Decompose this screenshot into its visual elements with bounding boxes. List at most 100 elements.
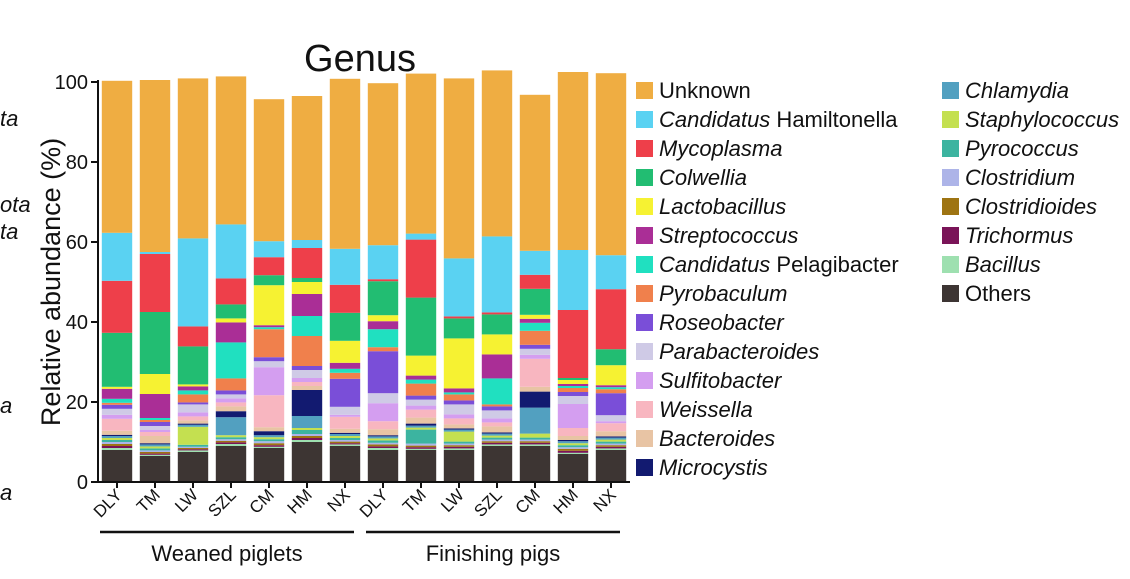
bar-segment-candidatus-hamiltonella-0: [101, 232, 133, 281]
bar-segment-weissella-4: [253, 395, 285, 428]
bar-segment-streptococcus-9: [443, 388, 475, 393]
bar-segment-candidatus-hamiltonella-10: [481, 236, 513, 313]
bar-segment-bacteroides-13: [595, 431, 627, 437]
axes-layer: 0 20 40 60 80 100: [55, 72, 630, 494]
bar-segment-parabacteroides-7: [367, 393, 399, 404]
group-label-0: Weaned piglets: [151, 541, 302, 566]
bar-segment-others-0: [101, 450, 133, 482]
y-tick-label-100: 100: [55, 72, 88, 94]
legend-label: Trichormus: [965, 222, 1074, 248]
bar-segment-chlamydia-13: [595, 437, 627, 440]
legend-item-roseobacter: Roseobacter: [636, 308, 899, 337]
bar-segment-parabacteroides-5: [291, 370, 323, 378]
bar-segment-unknown-3: [215, 76, 247, 225]
cutoff-label-3: ta: [0, 219, 19, 244]
legend-label: Clostridioides: [965, 193, 1098, 219]
legend-label: Lactobacillus: [659, 193, 787, 219]
bar-segment-colwellia-1: [139, 312, 171, 374]
legend-swatch: [636, 372, 653, 389]
bar-segment-colwellia-5: [291, 278, 323, 282]
bar-segment-mycoplasma-0: [101, 280, 133, 333]
bar-segment-clostridioides-11: [519, 441, 551, 443]
bar-segment-lactobacillus-2: [177, 384, 209, 387]
bar-segment-others-12: [557, 454, 589, 482]
bar-segment-candidatus-pelagibacter-10: [481, 378, 513, 405]
bar-segment-bacteroides-5: [291, 386, 323, 390]
bar-segment-colwellia-4: [253, 275, 285, 286]
bar-segment-lactobacillus-4: [253, 285, 285, 326]
bar-segment-streptococcus-6: [329, 362, 361, 369]
bar-segment-parabacteroides-9: [443, 404, 475, 415]
bar-segment-trichormus-1: [139, 453, 171, 455]
bar-segment-candidatus-pelagibacter-13: [595, 387, 627, 390]
bar-segment-parabacteroides-0: [101, 408, 133, 415]
bar-segment-bacteroides-9: [443, 424, 475, 429]
bar-segment-microcystis-12: [557, 440, 589, 442]
bar-segment-bacteroides-7: [367, 429, 399, 436]
bar-segment-colwellia-10: [481, 314, 513, 335]
bar-segment-roseobacter-11: [519, 344, 551, 349]
bar-segment-streptococcus-4: [253, 325, 285, 328]
bar-segment-bacillus-7: [367, 448, 399, 450]
bar-segment-unknown-6: [329, 78, 361, 249]
bar-segment-others-10: [481, 446, 513, 482]
bar-segment-colwellia-0: [101, 332, 133, 387]
bar-segment-pyrobaculum-11: [519, 330, 551, 345]
bar-segment-microcystis-10: [481, 432, 513, 434]
bar-segment-unknown-9: [443, 78, 475, 259]
bar-segment-staphylococcus-1: [139, 446, 171, 449]
x-tick-label-12: HM: [550, 485, 582, 517]
legend-item-unknown: Unknown: [636, 76, 899, 105]
legend-item-trichormus: Trichormus: [942, 221, 1119, 250]
legend-swatch: [942, 285, 959, 302]
bar-segment-clostridium-6: [329, 440, 361, 442]
bar-segment-weissella-9: [443, 418, 475, 425]
bar-segment-microcystis-8: [405, 423, 437, 426]
bar-segment-microcystis-11: [519, 391, 551, 408]
bar-segment-pyrobaculum-4: [253, 329, 285, 358]
bar-segment-chlamydia-3: [215, 417, 247, 436]
bar-segment-clostridioides-0: [101, 444, 133, 446]
bar-segment-sulfitobacter-9: [443, 414, 475, 419]
bar-segment-clostridium-11: [519, 439, 551, 442]
bar-segment-roseobacter-13: [595, 393, 627, 416]
bar-segment-unknown-13: [595, 73, 627, 256]
bar-segment-streptococcus-10: [481, 354, 513, 379]
bar-segment-clostridium-5: [291, 434, 323, 436]
y-tick-label-40: 40: [66, 312, 88, 334]
bar-segment-unknown-2: [177, 78, 209, 239]
bar-segment-streptococcus-12: [557, 384, 589, 386]
bar-segment-sulfitobacter-4: [253, 367, 285, 396]
bar-segment-parabacteroides-2: [177, 404, 209, 413]
bar-segment-candidatus-hamiltonella-6: [329, 248, 361, 285]
bar-segment-parabacteroides-8: [405, 399, 437, 406]
bar-segment-microcystis-3: [215, 411, 247, 418]
bar-segment-microcystis-6: [329, 432, 361, 434]
bar-segment-pyrococcus-13: [595, 441, 627, 444]
bar-segment-bacillus-9: [443, 448, 475, 450]
bar-segment-colwellia-6: [329, 312, 361, 341]
bar-segment-microcystis-4: [253, 431, 285, 436]
legend-item-pyrococcus: Pyrococcus: [942, 134, 1119, 163]
bar-segment-others-4: [253, 448, 285, 482]
bar-segment-colwellia-9: [443, 318, 475, 339]
bar-segment-parabacteroides-3: [215, 394, 247, 399]
bar-segment-pyrobaculum-12: [557, 388, 589, 392]
bar-segment-trichormus-11: [519, 442, 551, 445]
bar-segment-clostridium-2: [177, 446, 209, 448]
bar-segment-bacteroides-4: [253, 427, 285, 432]
bar-segment-pyrobaculum-9: [443, 394, 475, 401]
bar-segment-mycoplasma-13: [595, 289, 627, 350]
x-tick-label-7: DLY: [356, 485, 392, 521]
bar-segment-bacteroides-1: [139, 436, 171, 444]
bar-segment-others-2: [177, 452, 209, 482]
bar-segment-trichormus-7: [367, 446, 399, 448]
bar-segment-roseobacter-12: [557, 392, 589, 396]
stacked-bar-chart: Genus Relative abundance (%) 0 20 40 60 80 10…: [36, 38, 630, 566]
bar-segment-clostridium-0: [101, 442, 133, 444]
x-tick-label-5: HM: [284, 485, 316, 517]
legend-item-bacteroides: Bacteroides: [636, 424, 899, 453]
bar-segment-candidatus-pelagibacter-8: [405, 379, 437, 384]
bar-segment-bacillus-11: [519, 444, 551, 446]
bar-segment-sulfitobacter-2: [177, 412, 209, 417]
